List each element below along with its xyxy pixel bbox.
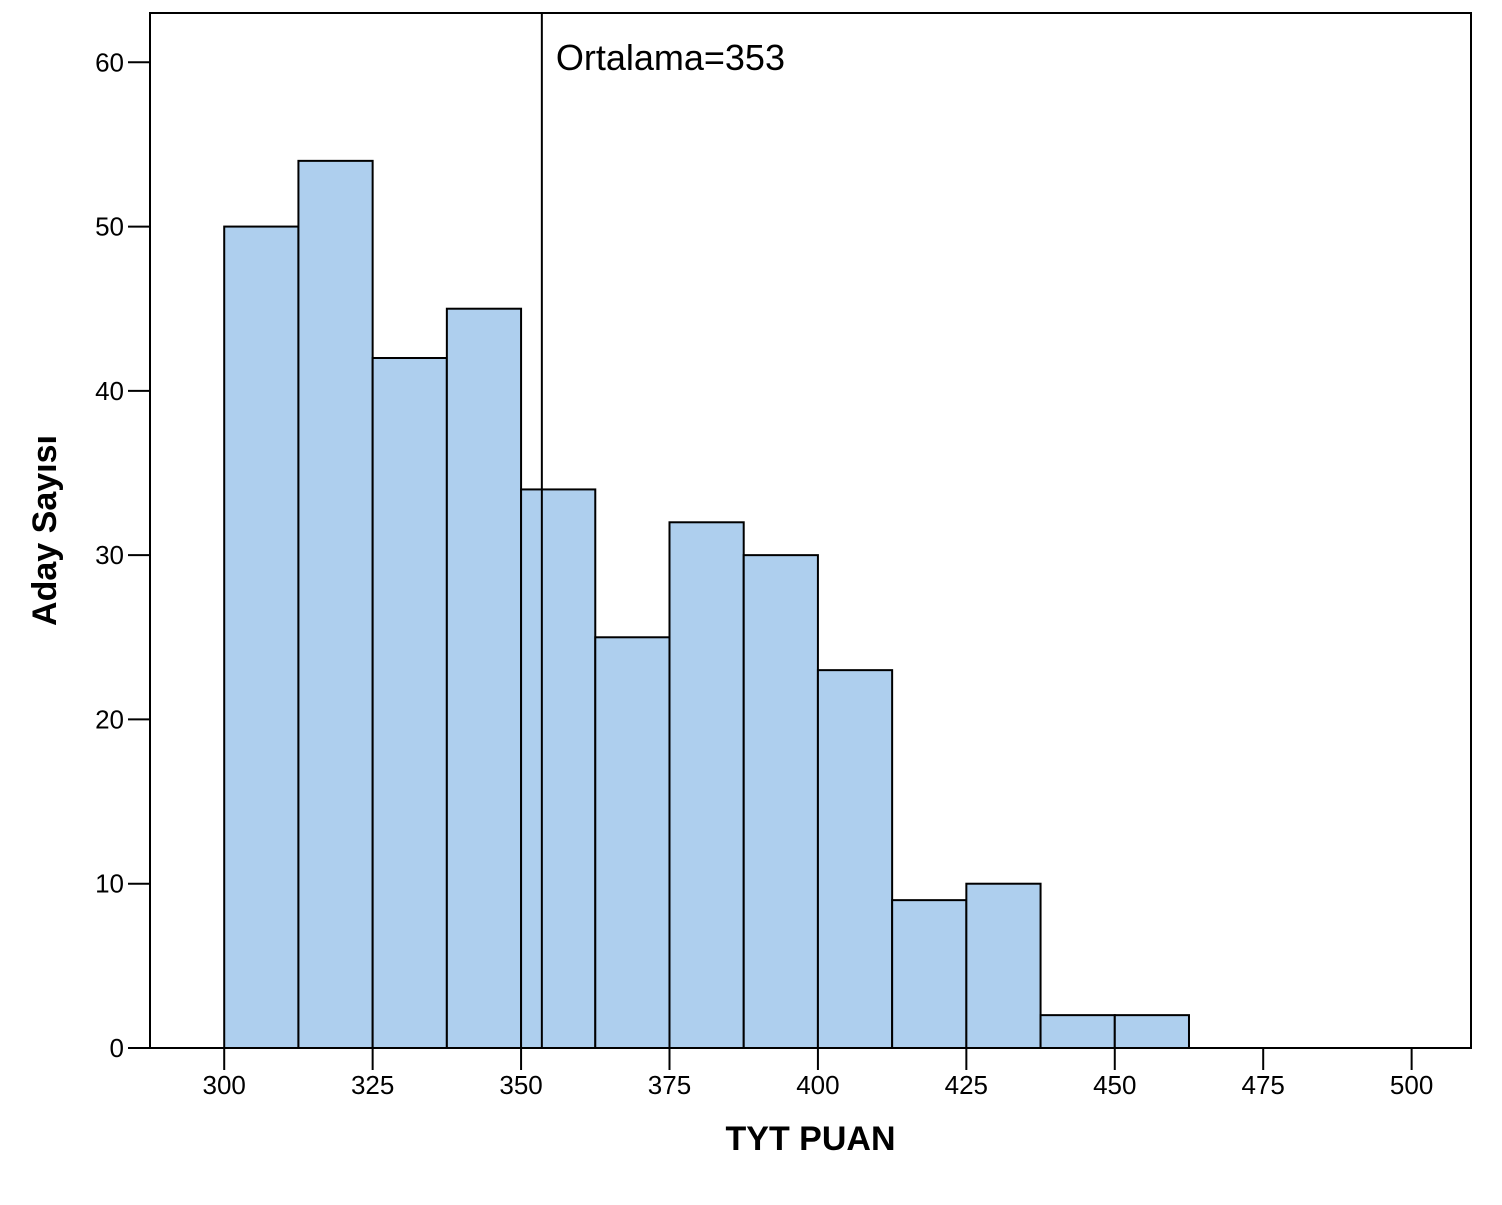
histogram-bar — [445, 307, 523, 1049]
x-axis-title: TYT PUAN — [726, 1120, 896, 1158]
x-tick-label: 425 — [945, 1070, 988, 1100]
histogram-bar — [965, 882, 1042, 1050]
histogram-bar — [742, 554, 819, 1050]
histogram-bar — [1039, 1014, 1116, 1050]
y-axis: 0 10 20 30 40 50 60 — [95, 47, 150, 1063]
mean-layer: Ortalama=353 — [540, 13, 785, 1048]
y-tick-label: 50 — [95, 212, 124, 242]
histogram-bar — [371, 357, 448, 1049]
histogram-bar — [594, 636, 671, 1049]
histogram-bar — [297, 159, 374, 1050]
x-tick-label: 400 — [796, 1070, 839, 1100]
x-tick-label: 475 — [1242, 1070, 1285, 1100]
histogram-bar — [668, 521, 745, 1049]
x-tick-label: 300 — [203, 1070, 246, 1100]
histogram-bar — [520, 488, 597, 1049]
y-axis-title: Aday Sayısı — [26, 435, 64, 626]
y-tick-label: 0 — [110, 1033, 124, 1063]
y-tick-label: 10 — [95, 869, 124, 899]
histogram-bar — [1113, 1014, 1190, 1050]
x-tick-label: 325 — [351, 1070, 394, 1100]
y-tick-label: 40 — [95, 376, 124, 406]
y-tick-label: 30 — [95, 540, 124, 570]
histogram-bar — [223, 225, 300, 1050]
plot-frame — [149, 12, 1472, 1049]
x-tick-label: 450 — [1093, 1070, 1136, 1100]
mean-annotation: Ortalama=353 — [556, 37, 785, 78]
x-tick-label: 350 — [499, 1070, 542, 1100]
histogram-bar — [891, 899, 968, 1050]
histogram-bar — [816, 669, 894, 1050]
y-tick-label: 60 — [95, 47, 124, 77]
bars-layer — [223, 159, 1190, 1050]
x-axis: 300 325 350 375 400 425 450 475 500 — [203, 1048, 1433, 1100]
y-tick-label: 20 — [95, 704, 124, 734]
x-tick-label: 500 — [1390, 1070, 1433, 1100]
x-tick-label: 375 — [648, 1070, 691, 1100]
